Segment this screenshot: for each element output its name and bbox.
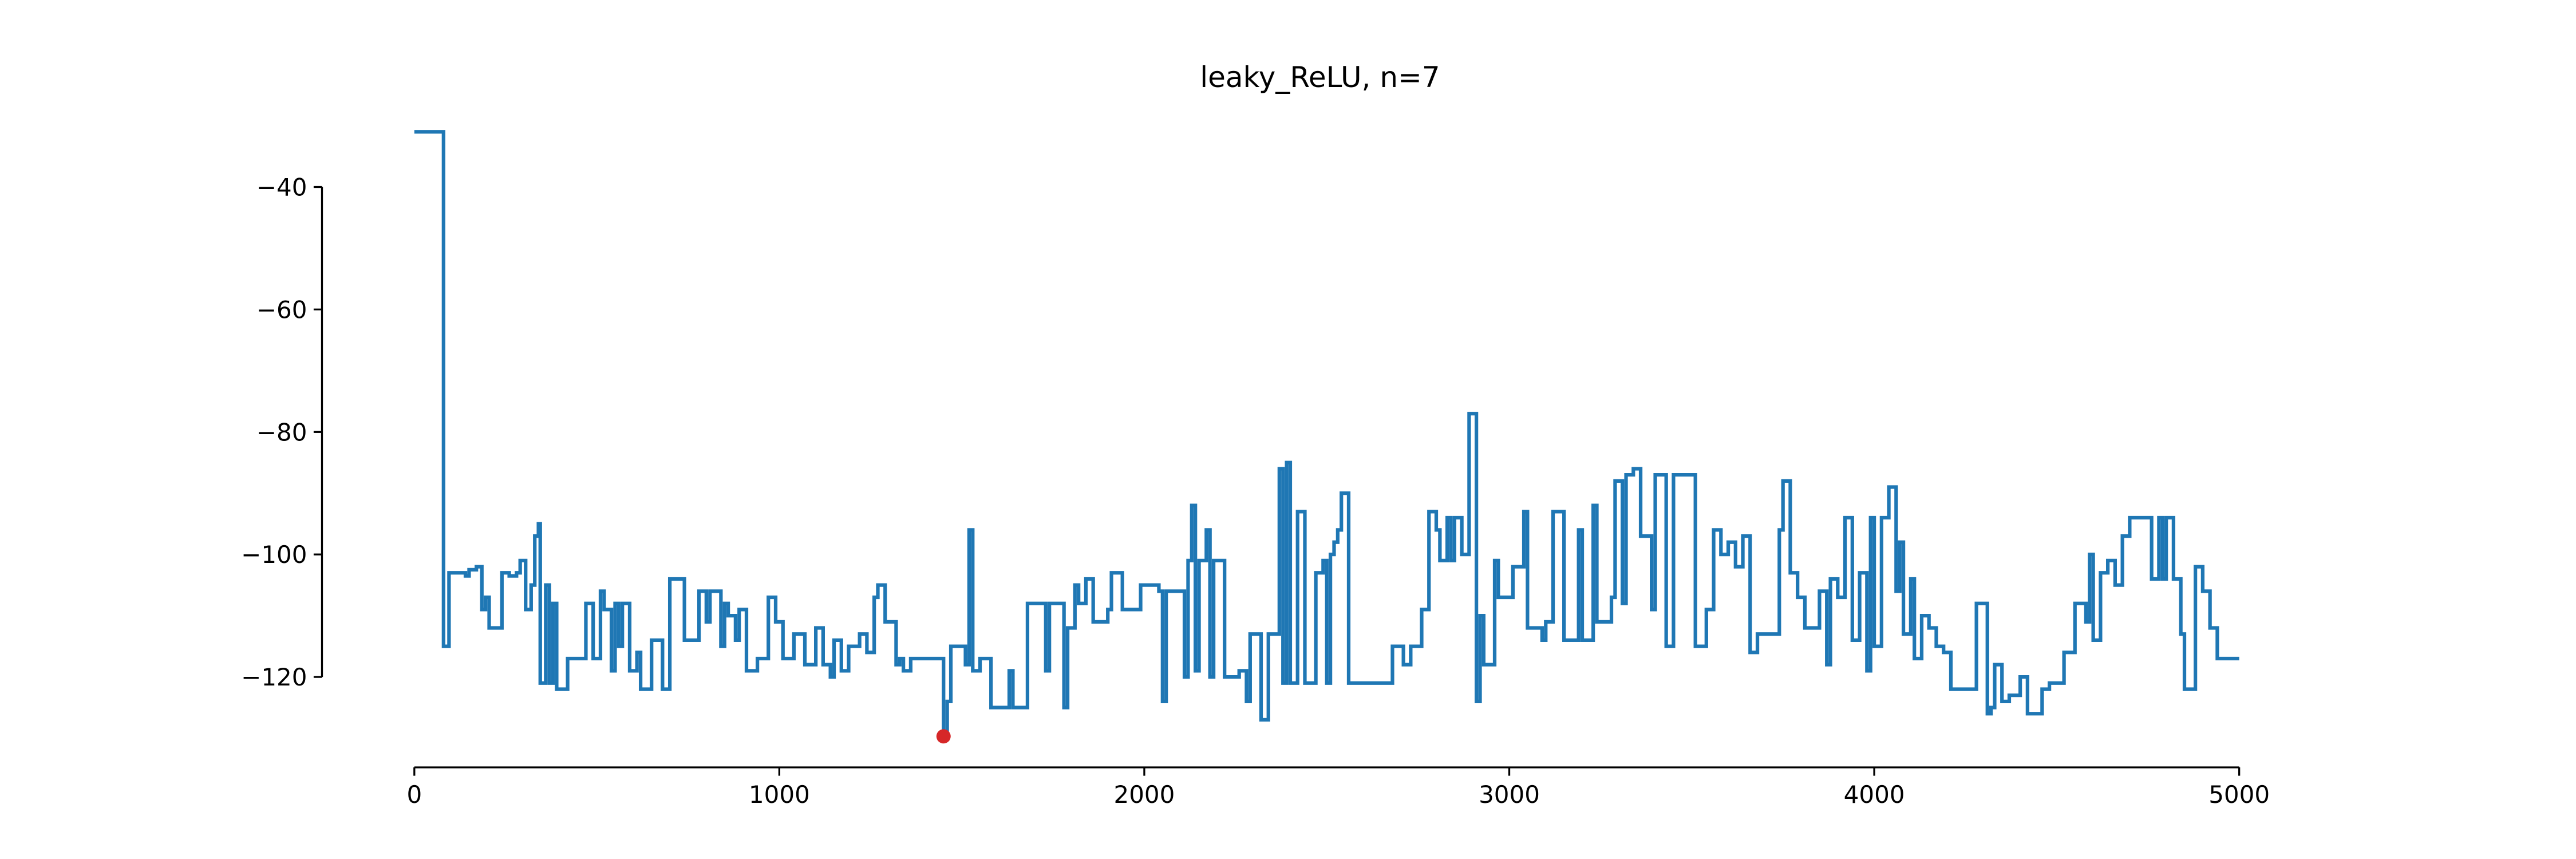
y-tick-label: −60 <box>256 295 307 324</box>
y-tick-label: −100 <box>241 541 307 569</box>
x-tick-label: 5000 <box>2208 781 2270 809</box>
x-tick-label: 3000 <box>1479 781 1540 809</box>
x-tick-label: 1000 <box>749 781 810 809</box>
min-marker <box>936 729 951 744</box>
data-line <box>414 130 2239 738</box>
x-tick-label: 0 <box>406 781 422 809</box>
y-tick-label: −40 <box>256 174 307 202</box>
y-tick-label: −80 <box>256 418 307 446</box>
chart-title: leaky_ReLU, n=7 <box>1200 61 1440 94</box>
x-tick-label: 2000 <box>1113 781 1175 809</box>
y-tick-label: −120 <box>241 663 307 691</box>
x-tick-label: 4000 <box>1844 781 1905 809</box>
